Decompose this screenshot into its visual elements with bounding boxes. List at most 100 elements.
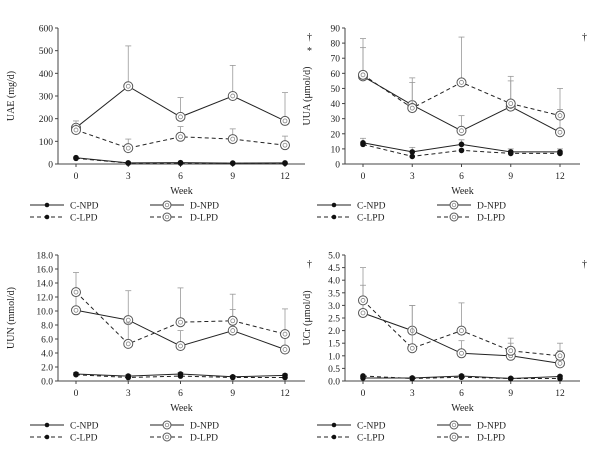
x-tick-label: 3	[410, 389, 415, 399]
data-point	[125, 160, 132, 166]
legend-marker	[162, 420, 172, 430]
legend-item-d-npd: D-NPD	[437, 200, 506, 212]
data-point	[409, 149, 416, 155]
y-axis-label: UAE (mg/d)	[6, 71, 17, 121]
data-point	[280, 140, 290, 151]
data-point-inner	[282, 331, 288, 337]
y-tick-label: 80	[331, 40, 341, 50]
legend-label: D-NPD	[190, 422, 219, 432]
data-point-inner	[73, 307, 79, 313]
legend-item-d-lpd: D-LPD	[150, 432, 218, 444]
data-point-inner	[557, 353, 563, 359]
y-tick-label: 500	[39, 47, 54, 57]
legend-marker	[449, 432, 459, 442]
data-point	[555, 350, 565, 361]
data-point-inner	[360, 310, 366, 316]
legend-marker-inner	[451, 202, 457, 208]
significance-mark: †	[307, 259, 312, 270]
y-tick-label: 1.0	[328, 352, 340, 362]
data-point	[123, 81, 134, 92]
x-tick-label: 0	[361, 389, 366, 399]
legend-label: D-LPD	[477, 434, 505, 444]
data-point	[456, 77, 467, 88]
data-point	[71, 125, 81, 135]
y-tick-label: 2.0	[328, 327, 340, 337]
data-point-inner	[230, 318, 236, 324]
x-tick-label: 12	[555, 389, 565, 399]
y-tick-label: 1.5	[328, 340, 340, 350]
legend-marker	[449, 420, 459, 430]
legend-label: C-NPD	[357, 422, 386, 432]
data-point-inner	[459, 80, 464, 85]
legend: C-NPD D-NPD C-LPD D-LPD	[30, 420, 219, 444]
data-point-inner	[360, 298, 366, 303]
legend-marker	[449, 212, 459, 222]
data-point	[505, 98, 516, 109]
legend-marker	[331, 422, 337, 428]
data-point	[227, 315, 238, 326]
series-c-lpd	[73, 371, 288, 381]
x-axis-label: Week	[170, 186, 193, 197]
y-axis-label: UUN (mmol/d)	[6, 287, 17, 349]
x-tick-label: 12	[555, 172, 565, 182]
legend-marker	[44, 434, 50, 440]
chart-panel-2: 0 10 20 30 40 50 60 70 80 90 0 3 6 9 12 Week UUA (μmol/d…	[302, 25, 587, 224]
legend-label: D-NPD	[190, 202, 219, 212]
data-point-inner	[282, 347, 288, 352]
legend-label: C-LPD	[70, 214, 98, 224]
chart-panel-4: 0.0 0.5 1.0 1.5 2.0 2.5 3.0 3.5 4.0 4.5 5.0 0 3 6 9 12 W…	[302, 252, 587, 444]
legend-item-d-lpd: D-LPD	[150, 212, 218, 224]
y-tick-label: 4.0	[41, 350, 53, 360]
y-tick-label: 0.0	[41, 378, 53, 388]
legend-marker	[44, 214, 50, 220]
y-tick-label: 30	[331, 115, 341, 125]
y-tick-label: 4.0	[328, 277, 340, 287]
y-axis-label: UUA (μmol/d)	[302, 67, 313, 126]
series-c-lpd	[360, 373, 563, 382]
data-point	[71, 287, 81, 298]
y-tick-label: 14.0	[36, 280, 53, 290]
legend-item-c-lpd: C-LPD	[30, 434, 98, 444]
y-tick-label: 10.0	[36, 308, 53, 318]
data-point	[456, 325, 467, 336]
legend-item-c-npd: C-NPD	[317, 202, 386, 212]
data-point-inner	[178, 134, 183, 140]
x-tick-label: 0	[74, 172, 79, 182]
data-point	[360, 141, 366, 148]
x-tick-label: 3	[126, 389, 131, 399]
data-point-inner	[178, 114, 183, 120]
data-point	[175, 317, 186, 328]
y-tick-label: 2.5	[328, 315, 340, 325]
legend-label: D-LPD	[190, 434, 218, 444]
x-axis-label: Week	[170, 403, 193, 414]
data-point	[229, 374, 236, 381]
legend-marker	[162, 432, 172, 442]
x-tick-label: 3	[410, 172, 415, 182]
series-line	[75, 291, 286, 345]
legend-label: D-LPD	[190, 214, 218, 224]
legend-marker	[162, 200, 172, 210]
legend-item-d-npd: D-NPD	[437, 420, 506, 432]
data-point-inner	[557, 361, 563, 366]
data-point-inner	[125, 317, 131, 323]
x-tick-label: 9	[230, 172, 235, 182]
data-point	[175, 111, 186, 122]
legend-item-c-lpd: C-LPD	[317, 434, 385, 444]
y-tick-label: 2.0	[41, 364, 53, 374]
y-tick-label: 16.0	[36, 266, 53, 276]
series-d-lpd	[358, 267, 565, 361]
x-tick-label: 3	[126, 172, 131, 182]
data-point	[177, 373, 184, 379]
legend-label: C-NPD	[357, 202, 386, 212]
data-point-inner	[125, 341, 131, 347]
legend-marker-inner	[164, 202, 170, 208]
series-d-lpd	[358, 36, 565, 121]
x-tick-label: 9	[508, 389, 513, 399]
series-d-lpd	[71, 272, 290, 349]
y-tick-label: 3.0	[328, 302, 340, 312]
legend-label: C-NPD	[70, 202, 99, 212]
x-axis-label: Week	[451, 403, 474, 414]
data-point	[358, 307, 368, 318]
legend-label: D-LPD	[477, 214, 505, 224]
data-point-inner	[178, 319, 183, 325]
